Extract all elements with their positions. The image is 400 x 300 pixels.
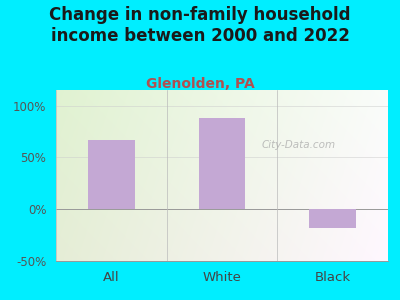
Bar (88, 140, 134, 209)
Bar (310, 209, 356, 228)
Text: City-Data.com: City-Data.com (261, 140, 336, 150)
Text: Glenolden, PA: Glenolden, PA (146, 76, 254, 91)
Text: Change in non-family household
income between 2000 and 2022: Change in non-family household income be… (49, 6, 351, 45)
Bar (199, 118, 245, 209)
